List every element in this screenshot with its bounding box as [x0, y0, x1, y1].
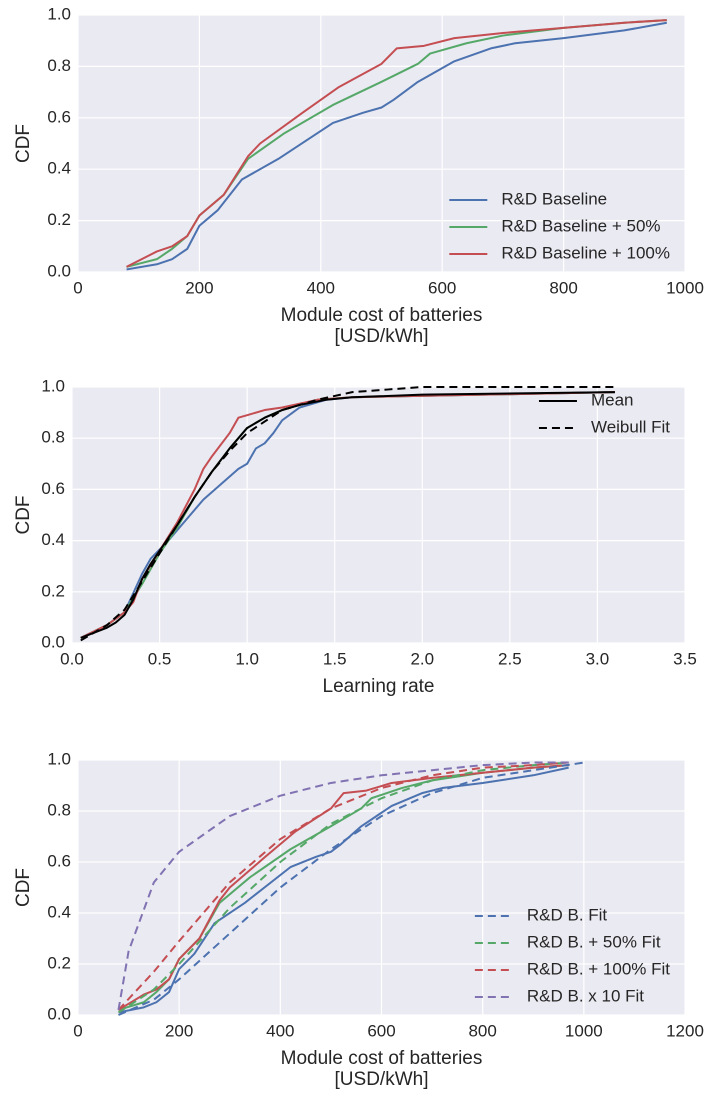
y-tick-label: 0.4 — [47, 902, 71, 921]
y-tick-label: 0.8 — [47, 800, 71, 819]
x-tick-label: 400 — [307, 278, 335, 297]
x-axis-label: Module cost of batteries — [281, 305, 483, 326]
y-axis-label: CDF — [13, 124, 34, 163]
x-tick-label: 600 — [428, 278, 456, 297]
x-tick-label: 3.5 — [673, 649, 697, 668]
series-line — [117, 761, 569, 1011]
series-line — [126, 21, 667, 271]
y-tick-label: 0.8 — [41, 428, 65, 447]
y-tick-label: 0.6 — [47, 851, 71, 870]
y-tick-label: 0.4 — [41, 530, 65, 549]
x-tick-label: 0 — [73, 1021, 82, 1040]
x-tick-label: 2.5 — [498, 649, 522, 668]
x-tick-label: 0 — [73, 278, 82, 297]
series-line — [118, 766, 569, 1014]
y-tick-label: 0.0 — [41, 632, 65, 651]
x-axis-label: [USD/kWh] — [335, 326, 429, 347]
y-tick-label: 0.6 — [47, 107, 71, 126]
x-tick-label: 0.0 — [60, 649, 84, 668]
y-tick-label: 0.6 — [41, 479, 65, 498]
y-tick-label: 1.0 — [41, 376, 65, 395]
y-tick-label: 1.0 — [47, 4, 71, 23]
x-tick-label: 2.0 — [410, 649, 434, 668]
x-tick-label: 1.0 — [235, 649, 259, 668]
legend-label: R&D Baseline + 100% — [501, 243, 670, 262]
x-tick-label: 200 — [185, 278, 213, 297]
legend-label: R&D Baseline — [501, 189, 607, 208]
y-axis-label: CDF — [13, 868, 34, 907]
y-tick-label: 0.8 — [47, 56, 71, 75]
plot-background — [72, 387, 685, 643]
x-tick-label: 1000 — [666, 278, 704, 297]
y-tick-label: 0.2 — [47, 953, 71, 972]
x-tick-label: 1.5 — [323, 649, 347, 668]
x-tick-label: 3.0 — [586, 649, 610, 668]
legend-label: R&D B. Fit — [527, 905, 608, 924]
legend-label: Mean — [591, 390, 634, 409]
y-tick-label: 0.2 — [47, 210, 71, 229]
series-line — [117, 761, 569, 1011]
x-axis-label: Learning rate — [323, 676, 435, 697]
legend-label: R&D Baseline + 50% — [501, 216, 660, 235]
x-tick-label: 1200 — [666, 1021, 704, 1040]
series-line — [118, 761, 584, 1016]
legend-label: R&D B. x 10 Fit — [527, 986, 644, 1005]
x-tick-label: 800 — [468, 1021, 496, 1040]
plot-background — [78, 15, 685, 272]
y-tick-label: 0.2 — [41, 581, 65, 600]
y-tick-label: 0.0 — [47, 1004, 71, 1023]
x-tick-label: 200 — [165, 1021, 193, 1040]
x-axis-label: [USD/kWh] — [335, 1069, 429, 1090]
series-line — [117, 764, 569, 1011]
x-tick-label: 400 — [266, 1021, 294, 1040]
x-tick-label: 800 — [549, 278, 577, 297]
x-tick-label: 600 — [367, 1021, 395, 1040]
x-axis-label: Module cost of batteries — [281, 1048, 483, 1069]
series-line — [80, 386, 615, 642]
x-tick-label: 0.5 — [148, 649, 172, 668]
legend-label: Weibull Fit — [591, 417, 670, 436]
y-tick-label: 0.0 — [47, 261, 71, 280]
y-tick-label: 1.0 — [47, 749, 71, 768]
legend-label: R&D B. + 50% Fit — [527, 932, 661, 951]
series-line — [117, 761, 569, 1014]
legend-label: R&D B. + 100% Fit — [527, 959, 670, 978]
series-line — [80, 391, 615, 639]
series-line — [126, 19, 667, 268]
x-tick-label: 1000 — [565, 1021, 603, 1040]
y-tick-label: 0.4 — [47, 159, 71, 178]
y-axis-label: CDF — [13, 495, 34, 534]
